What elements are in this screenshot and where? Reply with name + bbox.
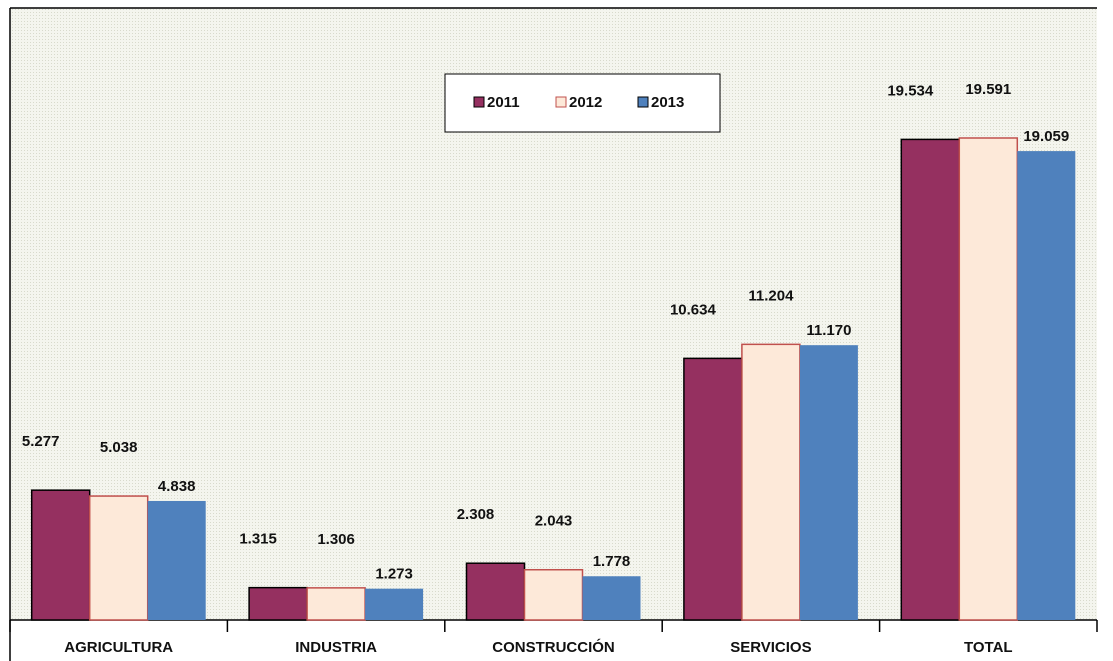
legend	[444, 73, 721, 133]
data-label: 4.838	[158, 478, 196, 495]
legend-swatch	[637, 96, 649, 108]
data-label: 19.534	[887, 82, 934, 99]
legend-swatch	[555, 96, 567, 108]
bar	[306, 587, 366, 621]
data-label: 5.277	[22, 433, 60, 450]
legend-label: 2011	[487, 94, 520, 111]
data-label: 19.059	[1023, 128, 1069, 145]
bar	[958, 137, 1019, 621]
legend-swatch	[473, 96, 485, 108]
legend-label: 2013	[651, 94, 684, 111]
data-label: 1.273	[375, 566, 413, 583]
legend-label: 2012	[569, 94, 602, 111]
data-label: 5.038	[100, 439, 138, 456]
bar	[465, 562, 526, 621]
data-label: 2.043	[535, 513, 573, 530]
x-tick-label: INDUSTRIA	[295, 639, 377, 656]
x-tick-label: TOTAL	[964, 639, 1013, 656]
x-tick-label: SERVICIOS	[730, 639, 811, 656]
data-label: 1.778	[593, 553, 631, 570]
x-tick-label: AGRICULTURA	[64, 639, 173, 656]
data-label: 11.170	[806, 322, 851, 339]
bar	[88, 495, 149, 621]
data-label: 1.306	[317, 531, 355, 548]
data-label: 1.315	[239, 531, 277, 548]
data-label: 2.308	[457, 506, 495, 523]
data-label: 19.591	[965, 81, 1011, 98]
bar	[582, 576, 641, 620]
bar	[147, 500, 206, 620]
bar	[523, 568, 584, 621]
bar	[741, 343, 801, 621]
bar	[30, 489, 91, 621]
bar	[1017, 151, 1076, 620]
data-label: 11.204	[748, 287, 794, 304]
bar	[799, 345, 858, 620]
bar	[683, 357, 743, 621]
bar	[248, 586, 308, 621]
data-label: 10.634	[670, 301, 717, 318]
bar	[900, 138, 961, 621]
bar	[365, 588, 424, 620]
x-tick-label: CONSTRUCCIÓN	[492, 638, 615, 656]
